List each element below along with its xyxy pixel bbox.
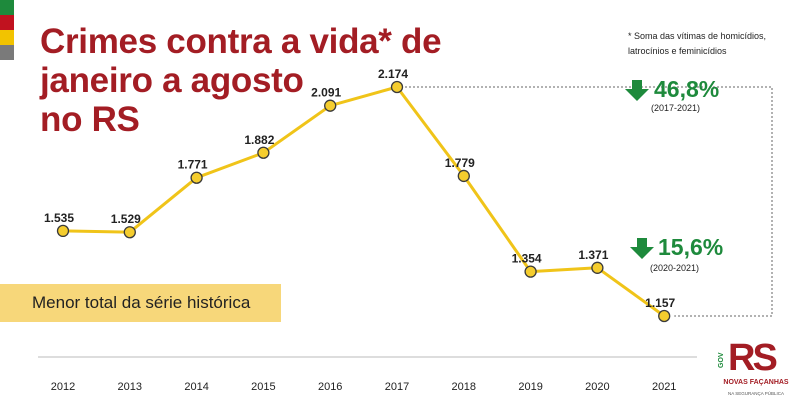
title-line-3: no RS bbox=[40, 100, 140, 139]
footnote: * Soma das vítimas de homicídios, latroc… bbox=[628, 29, 766, 59]
callout-bracket bbox=[405, 86, 773, 317]
callout-value-2017-2021: 46,8% bbox=[654, 76, 720, 102]
callout-value-2020-2021: 15,6% bbox=[658, 234, 724, 260]
x-tick-2019: 2019 bbox=[518, 381, 542, 393]
flag-stripe-green bbox=[0, 0, 14, 15]
data-label-2015: 1.882 bbox=[244, 133, 274, 147]
x-tick-2014: 2014 bbox=[184, 381, 208, 393]
title-line-1: Crimes contra a vida* de bbox=[40, 22, 442, 61]
data-point-2017 bbox=[390, 80, 404, 94]
data-point-2013 bbox=[123, 226, 136, 239]
logo-name: NOVAS FAÇANHAS bbox=[723, 379, 789, 386]
data-point-2012 bbox=[56, 224, 70, 238]
logo-gov-text: GOV bbox=[718, 352, 725, 368]
chart-title: Crimes contra a vida* de janeiro a agost… bbox=[40, 22, 442, 139]
record-low-banner: Menor total da série histórica bbox=[0, 284, 281, 322]
x-tick-2012: 2012 bbox=[51, 381, 75, 393]
series-line bbox=[62, 85, 666, 318]
callout-range-2020-2021: (2020-2021) bbox=[650, 263, 700, 273]
flag-stripe-yellow bbox=[0, 30, 14, 45]
data-point-2019 bbox=[524, 265, 537, 278]
data-label-2012: 1.535 bbox=[44, 211, 74, 225]
flag-stripe-red bbox=[0, 15, 14, 30]
data-point-2015 bbox=[257, 146, 270, 159]
x-tick-2016: 2016 bbox=[318, 381, 342, 393]
rs-government-logo: GOV RS NOVAS FAÇANHAS NA SEGURANÇA PÚBLI… bbox=[716, 338, 796, 404]
data-label-2021: 1.157 bbox=[645, 296, 675, 310]
data-label-2013: 1.529 bbox=[111, 212, 141, 226]
data-label-2020: 1.371 bbox=[578, 248, 608, 262]
data-label-2016: 2.091 bbox=[311, 86, 341, 100]
footnote-line-2: latrocínios e feminicídios bbox=[628, 46, 727, 56]
footnote-line-1: * Soma das vítimas de homicídios, bbox=[628, 31, 767, 41]
x-tick-2017: 2017 bbox=[385, 381, 409, 393]
x-tick-2020: 2020 bbox=[585, 381, 609, 393]
data-point-2016 bbox=[324, 99, 337, 112]
series-polyline bbox=[62, 85, 666, 318]
data-point-2014 bbox=[190, 171, 203, 184]
data-point-2021 bbox=[658, 309, 671, 323]
data-label-2019: 1.354 bbox=[512, 252, 542, 266]
bracket-line bbox=[405, 86, 773, 317]
down-arrow-icon bbox=[625, 80, 649, 101]
data-label-2014: 1.771 bbox=[178, 158, 208, 172]
x-tick-2015: 2015 bbox=[251, 381, 275, 393]
logo-tagline: NA SEGURANÇA PÚBLICA bbox=[727, 391, 785, 396]
data-point-2018 bbox=[457, 169, 470, 183]
logo-rs-text: RS bbox=[728, 337, 778, 379]
data-label-2018: 1.779 bbox=[445, 156, 475, 170]
flag-stripe-gray bbox=[0, 45, 14, 60]
down-arrow-icon bbox=[630, 238, 654, 259]
data-label-2017: 2.174 bbox=[378, 67, 408, 81]
data-point-2020 bbox=[591, 261, 604, 274]
x-tick-2018: 2018 bbox=[452, 381, 476, 393]
title-line-2: janeiro a agosto bbox=[40, 61, 304, 100]
x-tick-2013: 2013 bbox=[118, 381, 142, 393]
x-tick-2021: 2021 bbox=[652, 381, 676, 393]
callout-range-2017-2021: (2017-2021) bbox=[651, 103, 701, 113]
